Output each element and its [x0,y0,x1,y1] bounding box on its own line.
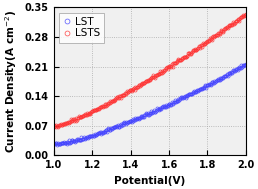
X-axis label: Potential(V): Potential(V) [114,176,186,186]
Line: LST: LST [52,63,247,146]
LST [167,104,170,106]
Legend: LST, LSTS: LST, LSTS [59,13,104,43]
LSTS [214,34,217,36]
LST [171,101,174,104]
LSTS [52,126,55,129]
LSTS [244,13,247,15]
LST [55,144,59,146]
LSTS [170,65,173,67]
LST [227,71,230,74]
LSTS [166,67,169,70]
LST [167,103,170,106]
LST [53,143,56,145]
LST [52,142,55,144]
LST [215,80,218,82]
LST [244,63,247,65]
Line: LSTS: LSTS [52,12,247,129]
LSTS [53,124,56,126]
LSTS [167,66,170,68]
Y-axis label: Current Density(A cm$^{-2}$): Current Density(A cm$^{-2}$) [3,10,19,153]
LSTS [226,27,229,29]
